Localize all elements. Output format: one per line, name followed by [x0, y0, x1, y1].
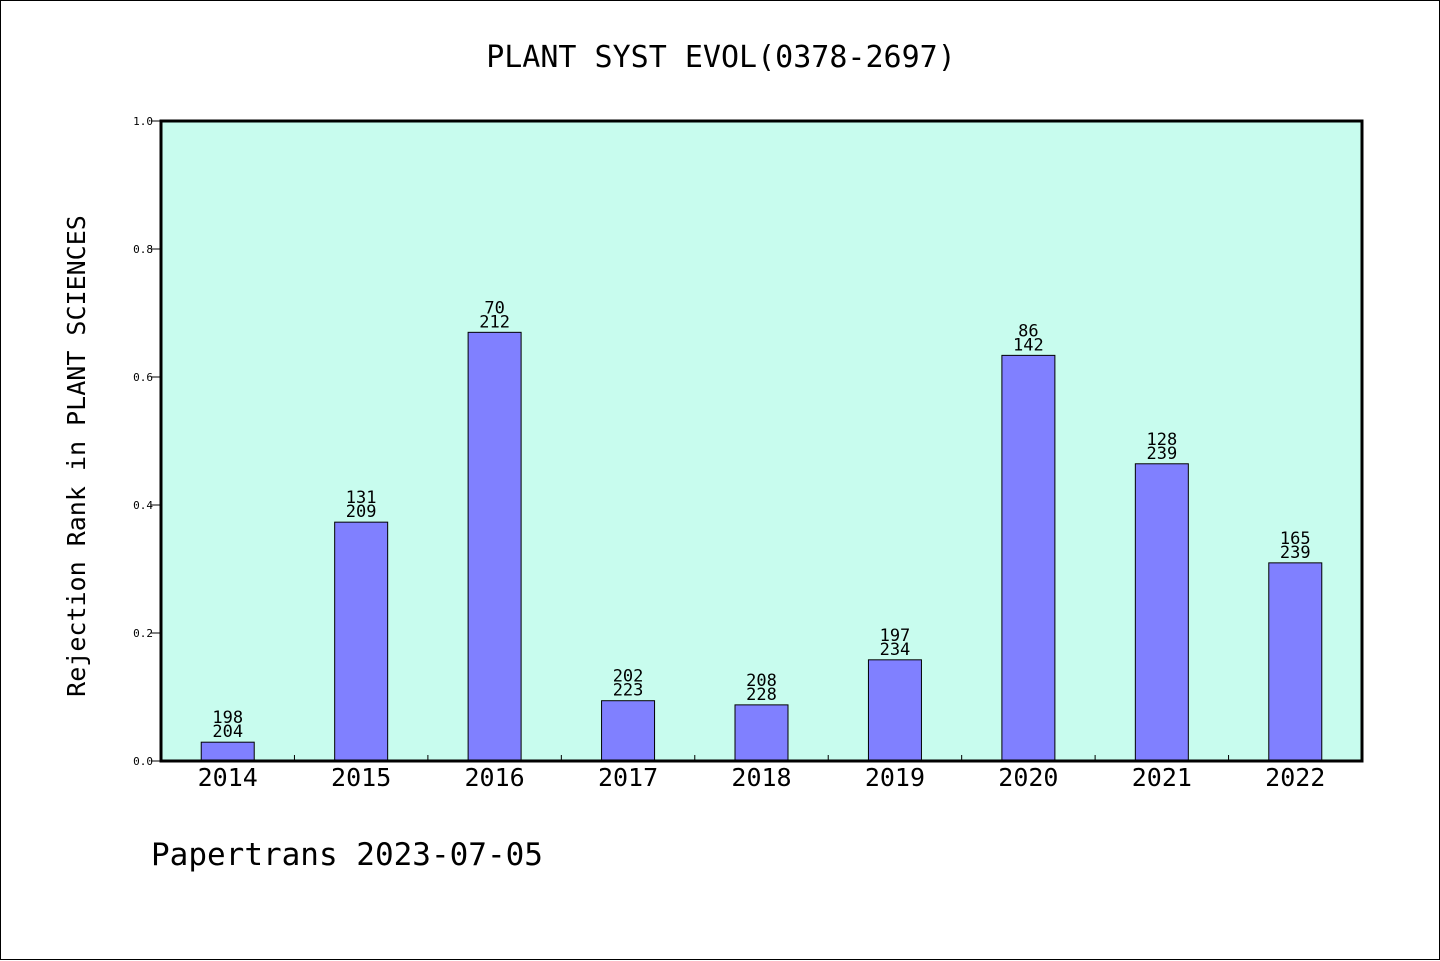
bar-label-top: 128: [1146, 430, 1177, 450]
bar: [467, 331, 522, 762]
x-tick-label: 2021: [1132, 763, 1192, 792]
y-tick-label: 0.0: [133, 755, 153, 768]
bar: [601, 700, 656, 762]
bar: [1001, 354, 1056, 762]
bar-label-top: 131: [346, 488, 377, 508]
bar-label-bottom: 223: [613, 681, 644, 701]
bar-label-bottom: 204: [212, 722, 243, 742]
y-tick-label: 1.0: [133, 115, 153, 128]
bar-label-top: 197: [880, 626, 911, 646]
chart-title: PLANT SYST EVOL(0378-2697): [486, 40, 956, 75]
x-tick-label: 2019: [865, 763, 925, 792]
bar-label-bottom: 239: [1280, 543, 1311, 563]
footer-text: Papertrans 2023-07-05: [151, 837, 543, 873]
x-tick-label: 2014: [198, 763, 258, 792]
bar-label-bottom: 239: [1146, 444, 1177, 464]
x-tick-label: 2020: [998, 763, 1058, 792]
y-ticks-layer: 0.0 0.2 0.4 0.6 0.8 1.0: [133, 115, 161, 768]
bar-label-bottom: 142: [1013, 335, 1044, 355]
bar-label-bottom: 228: [746, 685, 777, 705]
y-axis-label: Rejection Rank in PLANT SCIENCES: [62, 215, 91, 697]
bar-label-bottom: 212: [479, 312, 510, 332]
bar-label-top: 202: [613, 667, 644, 687]
bar: [1268, 562, 1323, 762]
bar: [334, 521, 389, 762]
bar-label-top: 208: [746, 671, 777, 691]
y-tick-label: 0.2: [133, 627, 153, 640]
bar: [867, 659, 922, 762]
plot-border: [159, 119, 1364, 763]
bar-label-top: 86: [1018, 321, 1038, 341]
bar-label-bottom: 234: [880, 640, 911, 660]
bar: [200, 741, 255, 762]
y-tick-label: 0.4: [133, 499, 153, 512]
x-tick-label: 2022: [1265, 763, 1325, 792]
bar-label-top: 70: [484, 298, 504, 318]
y-tick-label: 0.6: [133, 371, 153, 384]
bars-layer: [200, 331, 1323, 762]
bar-label-top: 165: [1280, 529, 1311, 549]
y-tick-label: 0.8: [133, 243, 153, 256]
bar-label-top: 198: [212, 708, 243, 728]
bar: [734, 704, 789, 762]
x-ticks-layer: 2014 2015 2016 2017 2018 2019 2020 2021 2022: [198, 755, 1325, 792]
x-tick-label: 2017: [598, 763, 658, 792]
x-tick-label: 2015: [331, 763, 391, 792]
bar: [1134, 463, 1189, 762]
bar-label-bottom: 209: [346, 502, 377, 522]
x-tick-label: 2018: [731, 763, 791, 792]
x-tick-label: 2016: [465, 763, 525, 792]
